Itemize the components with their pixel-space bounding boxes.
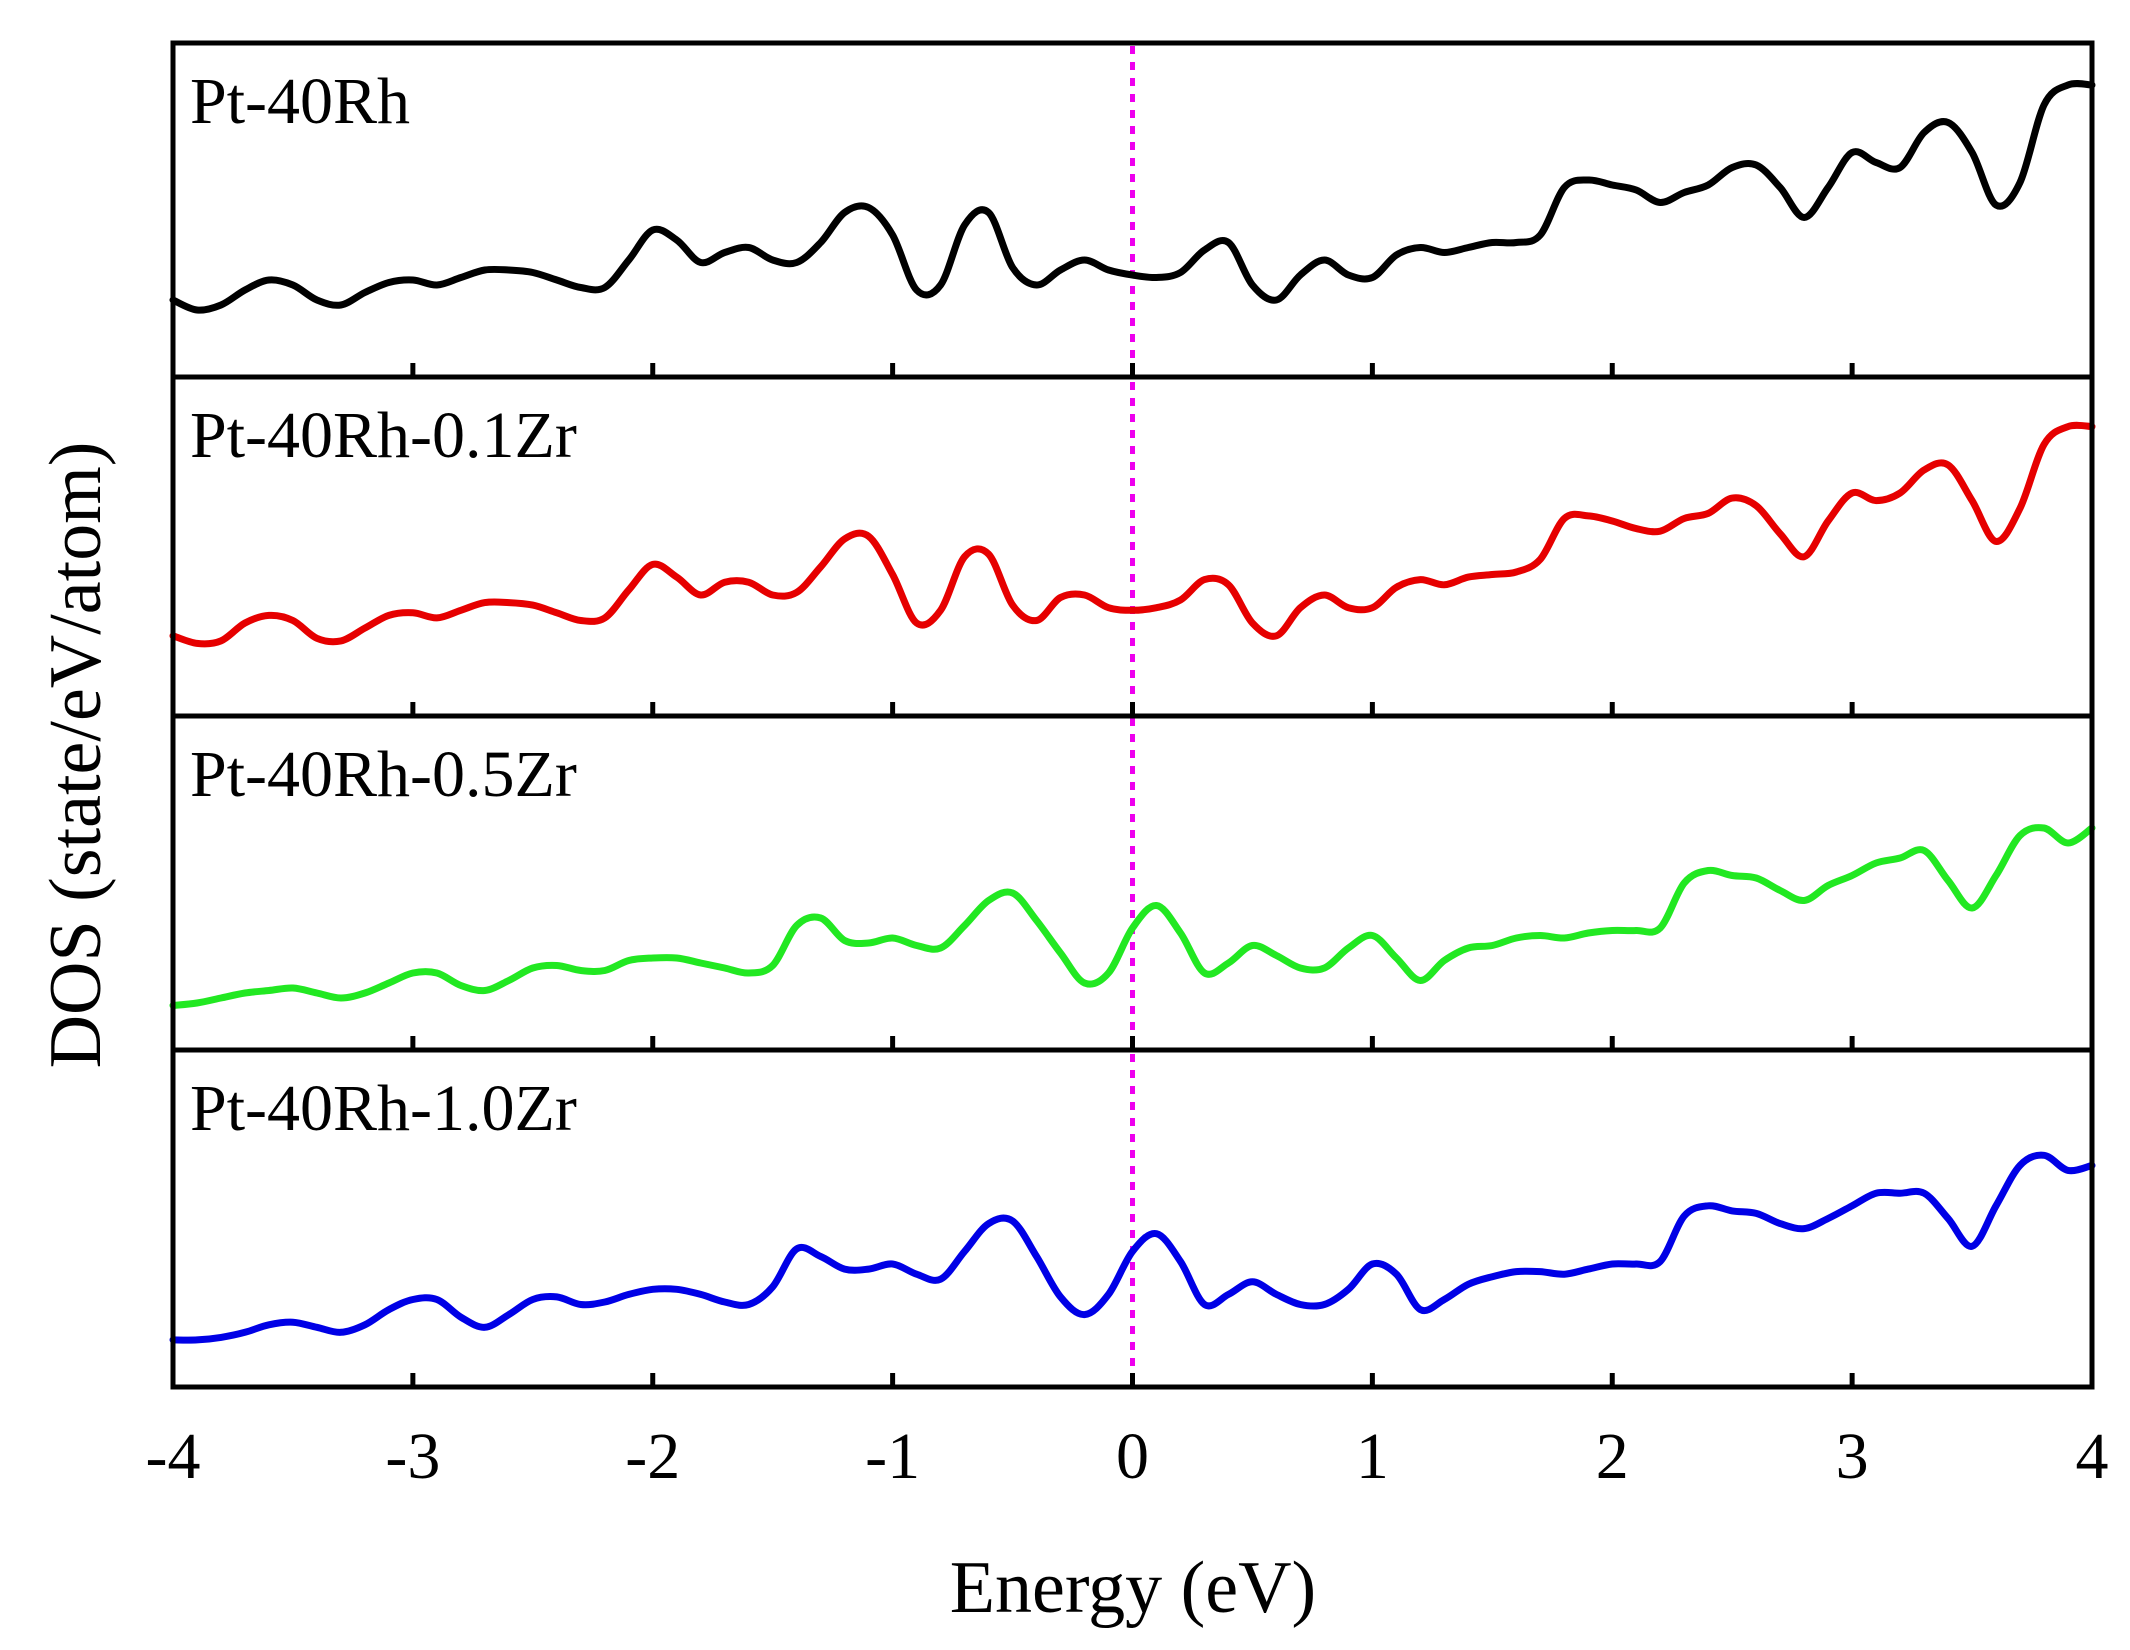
panel-label-2: Pt-40Rh-0.1Zr xyxy=(190,399,577,472)
series-line-4 xyxy=(169,1151,2096,1344)
x-tick-label-7: 2 xyxy=(1596,1420,1629,1493)
panel-labels: Pt-40Rh Pt-40Rh-0.1Zr Pt-40Rh-0.5Zr Pt-40Rh… xyxy=(190,65,577,1145)
panel-label-4: Pt-40Rh-1.0Zr xyxy=(190,1072,577,1145)
series-line-3 xyxy=(169,824,2096,1009)
x-tick-label-1: -4 xyxy=(146,1420,201,1493)
x-axis: -4 -3 -2 -1 0 1 2 3 4 xyxy=(146,363,2109,1493)
x-tick-label-3: -2 xyxy=(625,1420,680,1493)
panel-label-1: Pt-40Rh xyxy=(190,65,410,138)
x-tick-label-4: -1 xyxy=(865,1420,920,1493)
series-line-2 xyxy=(169,421,2096,648)
panel-label-3: Pt-40Rh-0.5Zr xyxy=(190,738,577,811)
x-tick-label-2: -3 xyxy=(385,1420,440,1493)
x-tick-label-9: 4 xyxy=(2076,1420,2109,1493)
y-axis-title: DOS (state/eV/atom) xyxy=(35,442,117,1069)
x-axis-title: Energy (eV) xyxy=(950,1547,1316,1629)
x-tick-label-5: 0 xyxy=(1116,1420,1149,1493)
x-tick-label-8: 3 xyxy=(1836,1420,1869,1493)
series-layer xyxy=(169,80,2096,1344)
x-tick-label-6: 1 xyxy=(1356,1420,1389,1493)
series-line-1 xyxy=(169,80,2096,314)
